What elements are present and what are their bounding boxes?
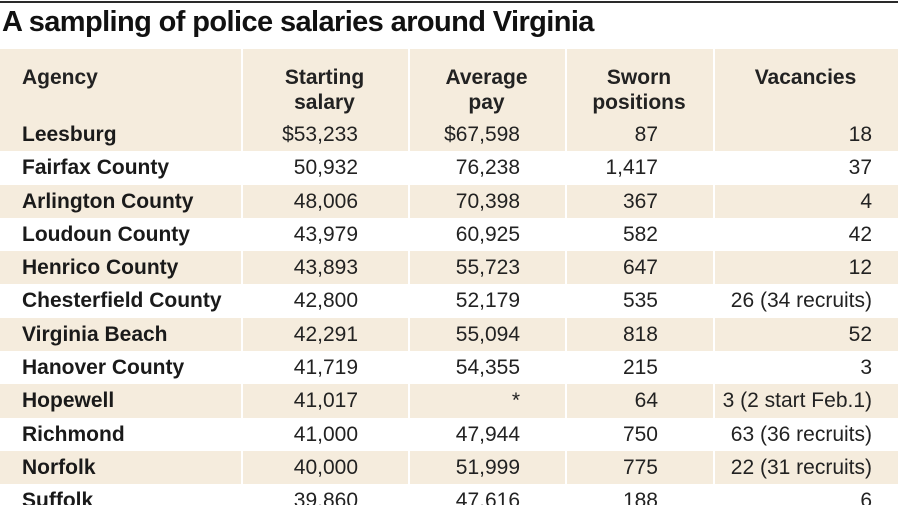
cell-vacancies: 52 xyxy=(848,322,872,346)
table-row: Leesburg $53,233 $67,598 87 18 xyxy=(0,118,898,151)
cell-sworn-positions: 87 xyxy=(634,123,658,146)
cell-average-pay: 47,944 xyxy=(408,417,565,451)
table-row: Richmond 41,000 47,944 750 63 (36 recruits) xyxy=(0,417,898,451)
cell-agency: Henrico County xyxy=(22,256,179,280)
cell-vacancies: 3 (2 start Feb.1) xyxy=(722,389,872,413)
cell-agency: Loudoun County xyxy=(0,217,241,252)
cell-starting-salary: 48,006 xyxy=(293,189,358,213)
table-row: Norfolk 40,000 51,999 775 22 (31 recruits) xyxy=(0,451,898,484)
cell-agency: Richmond xyxy=(0,417,241,451)
cell-starting-salary: 50,932 xyxy=(241,151,408,185)
cell-starting-salary: 42,800 xyxy=(241,284,408,318)
cell-sworn-positions: 582 xyxy=(565,217,713,252)
cell-agency: Suffolk xyxy=(0,484,241,505)
cell-vacancies: 18 xyxy=(848,123,872,146)
cell-starting-salary: 39,860 xyxy=(241,484,408,505)
header-sworn-positions: Sworn positions xyxy=(592,66,686,114)
cell-vacancies: 4 xyxy=(860,189,872,213)
cell-average-pay: 70,398 xyxy=(455,189,520,213)
table-row: Fairfax County 50,932 76,238 1,417 37 xyxy=(0,151,898,185)
header-vacancies: Vacancies xyxy=(754,66,857,89)
cell-average-pay: 55,094 xyxy=(455,322,520,346)
cell-agency: Leesburg xyxy=(22,123,117,146)
cell-average-pay: 54,355 xyxy=(408,351,565,385)
header-starting-salary: Starting salary xyxy=(284,66,365,114)
cell-starting-salary: 40,000 xyxy=(293,455,358,479)
header-agency: Agency xyxy=(22,66,98,89)
cell-vacancies: 12 xyxy=(848,256,872,280)
column-divider xyxy=(565,49,567,505)
cell-agency: Fairfax County xyxy=(0,151,241,185)
cell-average-pay: 52,179 xyxy=(408,284,565,318)
table-row: Virginia Beach 42,291 55,094 818 52 xyxy=(0,318,898,351)
cell-sworn-positions: 215 xyxy=(565,351,713,385)
cell-starting-salary: $53,233 xyxy=(282,123,358,146)
cell-sworn-positions: 535 xyxy=(565,284,713,318)
cell-vacancies: 6 xyxy=(713,484,898,505)
salary-table: Agency Starting salary Average pay Sworn… xyxy=(0,49,898,505)
table-row: Suffolk 39,860 47,616 188 6 xyxy=(0,484,898,505)
cell-vacancies: 3 xyxy=(713,351,898,385)
cell-vacancies: 26 (34 recruits) xyxy=(713,284,898,318)
cell-agency: Hanover County xyxy=(0,351,241,385)
cell-vacancies: 42 xyxy=(713,217,898,252)
cell-average-pay: * xyxy=(511,389,520,413)
cell-agency: Hopewell xyxy=(22,389,115,413)
table-row: Arlington County 48,006 70,398 367 4 xyxy=(0,185,898,218)
table-header-row: Agency Starting salary Average pay Sworn… xyxy=(0,49,898,115)
header-average-pay: Average pay xyxy=(445,66,528,114)
cell-starting-salary: 41,017 xyxy=(293,389,358,413)
cell-sworn-positions: 64 xyxy=(634,389,658,413)
cell-sworn-positions: 1,417 xyxy=(565,151,713,185)
cell-average-pay: 51,999 xyxy=(455,455,520,479)
table-row: Loudoun County 43,979 60,925 582 42 xyxy=(0,217,898,252)
cell-sworn-positions: 188 xyxy=(565,484,713,505)
cell-agency: Virginia Beach xyxy=(22,322,168,346)
cell-average-pay: 76,238 xyxy=(408,151,565,185)
cell-sworn-positions: 818 xyxy=(622,322,658,346)
cell-average-pay: 60,925 xyxy=(408,217,565,252)
cell-starting-salary: 43,893 xyxy=(293,256,358,280)
cell-sworn-positions: 367 xyxy=(622,189,658,213)
cell-average-pay: $67,598 xyxy=(444,123,520,146)
cell-sworn-positions: 750 xyxy=(565,417,713,451)
cell-starting-salary: 43,979 xyxy=(241,217,408,252)
cell-vacancies: 22 (31 recruits) xyxy=(730,455,872,479)
cell-sworn-positions: 647 xyxy=(622,256,658,280)
table-row: Hopewell 41,017 * 64 3 (2 start Feb.1) xyxy=(0,384,898,417)
column-divider xyxy=(713,49,715,505)
column-divider xyxy=(408,49,410,505)
page-title: A sampling of police salaries around Vir… xyxy=(2,6,594,38)
cell-sworn-positions: 775 xyxy=(622,455,658,479)
cell-starting-salary: 41,000 xyxy=(241,417,408,451)
table-row: Henrico County 43,893 55,723 647 12 xyxy=(0,251,898,284)
cell-agency: Norfolk xyxy=(22,455,96,479)
cell-agency: Arlington County xyxy=(22,189,194,213)
cell-starting-salary: 41,719 xyxy=(241,351,408,385)
table-row: Hanover County 41,719 54,355 215 3 xyxy=(0,351,898,385)
cell-average-pay: 47,616 xyxy=(408,484,565,505)
cell-starting-salary: 42,291 xyxy=(293,322,358,346)
cell-vacancies: 37 xyxy=(713,151,898,185)
top-rule xyxy=(0,1,898,3)
salary-table-container: Agency Starting salary Average pay Sworn… xyxy=(0,49,898,505)
cell-vacancies: 63 (36 recruits) xyxy=(713,417,898,451)
column-divider xyxy=(241,49,243,505)
table-row: Chesterfield County 42,800 52,179 535 26 (34… xyxy=(0,284,898,318)
cell-average-pay: 55,723 xyxy=(455,256,520,280)
cell-agency: Chesterfield County xyxy=(0,284,241,318)
